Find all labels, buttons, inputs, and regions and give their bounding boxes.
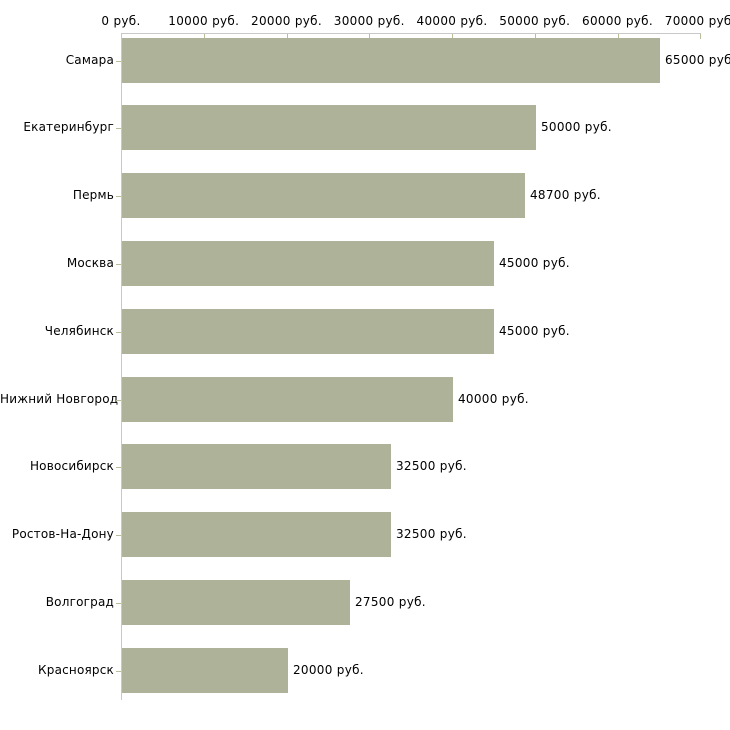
y-tick-mark xyxy=(116,603,121,604)
category-label: Самара xyxy=(65,53,114,67)
x-tick-mark xyxy=(618,34,619,39)
x-tick-label: 10000 руб. xyxy=(168,14,240,28)
y-axis-line xyxy=(121,33,122,700)
y-tick-mark xyxy=(116,400,121,401)
value-label: 65000 руб. xyxy=(665,53,730,67)
bar xyxy=(122,512,391,557)
bar xyxy=(122,38,660,83)
x-tick-mark xyxy=(452,34,453,39)
value-label: 32500 руб. xyxy=(396,527,467,541)
bar xyxy=(122,580,350,625)
bar xyxy=(122,241,494,286)
category-label: Нижний Новгород xyxy=(0,392,119,406)
category-label: Пермь xyxy=(72,188,114,202)
bar xyxy=(122,105,536,150)
y-tick-mark xyxy=(116,332,121,333)
x-tick-label: 20000 руб. xyxy=(251,14,322,28)
x-tick-mark xyxy=(535,34,536,39)
category-label: Челябинск xyxy=(44,324,114,338)
category-label: Екатеринбург xyxy=(23,120,114,134)
value-label: 40000 руб. xyxy=(458,392,529,406)
value-label: 45000 руб. xyxy=(499,256,570,270)
bar xyxy=(122,309,494,354)
x-tick-label: 60000 руб. xyxy=(582,14,653,28)
x-tick-mark xyxy=(287,34,288,39)
x-tick-label: 0 руб. xyxy=(101,14,141,28)
value-label: 45000 руб. xyxy=(499,324,570,338)
bar xyxy=(122,377,453,422)
category-label: Волгоград xyxy=(45,595,114,609)
value-label: 48700 руб. xyxy=(530,188,601,202)
category-label: Красноярск xyxy=(38,663,114,677)
x-tick-label: 40000 руб. xyxy=(416,14,488,28)
bar xyxy=(122,648,288,693)
x-tick-label: 50000 руб. xyxy=(499,14,571,28)
value-label: 27500 руб. xyxy=(355,595,426,609)
y-tick-mark xyxy=(116,264,121,265)
bar xyxy=(122,444,391,489)
y-tick-mark xyxy=(116,128,121,129)
category-label: Новосибирск xyxy=(29,459,114,473)
category-label: Москва xyxy=(66,256,114,270)
y-tick-mark xyxy=(116,467,121,468)
x-tick-mark xyxy=(204,34,205,39)
category-label: Ростов-На-Дону xyxy=(11,527,114,541)
x-axis-line xyxy=(121,33,701,34)
x-tick-mark xyxy=(700,34,701,39)
value-label: 20000 руб. xyxy=(293,663,364,677)
y-tick-mark xyxy=(116,61,121,62)
y-tick-mark xyxy=(116,671,121,672)
x-tick-label: 70000 руб. xyxy=(664,14,730,28)
x-tick-mark xyxy=(369,34,370,39)
bar xyxy=(122,173,525,218)
value-label: 32500 руб. xyxy=(396,459,467,473)
y-tick-mark xyxy=(116,535,121,536)
x-tick-label: 30000 руб. xyxy=(333,14,405,28)
y-tick-mark xyxy=(116,196,121,197)
value-label: 50000 руб. xyxy=(541,120,612,134)
